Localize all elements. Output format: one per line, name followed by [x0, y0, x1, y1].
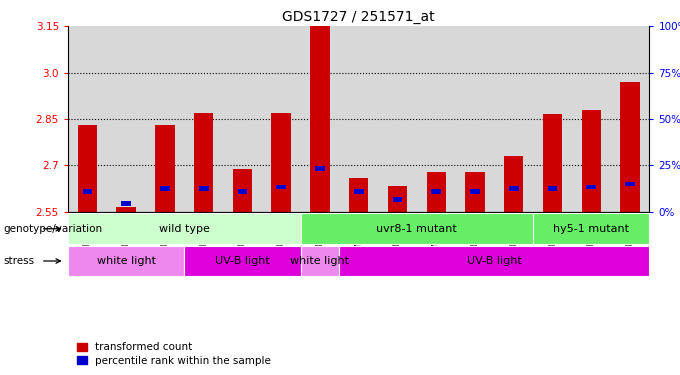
Bar — [625, 182, 635, 186]
Bar — [470, 189, 480, 194]
Bar — [107, 26, 146, 212]
Bar — [572, 26, 611, 212]
Text: stress: stress — [3, 256, 35, 266]
Bar — [392, 197, 403, 202]
Legend: transformed count, percentile rank within the sample: transformed count, percentile rank withi… — [73, 338, 275, 370]
Bar — [620, 82, 640, 212]
Bar — [417, 26, 456, 212]
Title: GDS1727 / 251571_at: GDS1727 / 251571_at — [282, 10, 435, 24]
Bar — [194, 113, 214, 212]
Bar — [431, 189, 441, 194]
Bar — [465, 172, 485, 212]
Bar — [78, 125, 97, 212]
Text: white light: white light — [97, 256, 156, 266]
Bar — [426, 172, 446, 212]
Text: genotype/variation: genotype/variation — [3, 224, 103, 234]
Bar — [301, 26, 339, 212]
Text: hy5-1 mutant: hy5-1 mutant — [554, 224, 629, 234]
Bar — [310, 11, 330, 212]
Text: white light: white light — [290, 256, 350, 266]
Bar — [315, 166, 325, 171]
Bar — [547, 186, 558, 191]
Text: UV-B light: UV-B light — [215, 256, 270, 266]
Text: uvr8-1 mutant: uvr8-1 mutant — [377, 224, 457, 234]
Bar — [494, 26, 533, 212]
Bar — [237, 189, 248, 194]
Bar — [509, 186, 519, 191]
Bar — [82, 189, 92, 194]
Bar — [349, 178, 369, 212]
Bar — [339, 26, 378, 212]
Bar — [456, 26, 494, 212]
Bar — [271, 113, 291, 212]
Bar — [223, 26, 262, 212]
Bar — [586, 185, 596, 189]
Bar — [155, 125, 175, 212]
Bar — [233, 168, 252, 212]
Bar — [146, 26, 184, 212]
Bar — [581, 110, 601, 212]
Bar — [116, 207, 136, 212]
Bar — [533, 26, 572, 212]
Bar — [68, 26, 107, 212]
Text: UV-B light: UV-B light — [467, 256, 522, 266]
Bar — [378, 26, 417, 212]
Bar — [160, 186, 170, 191]
Bar — [199, 186, 209, 191]
Bar — [121, 201, 131, 206]
Bar — [184, 26, 223, 212]
Bar — [388, 186, 407, 212]
Bar — [543, 114, 562, 212]
Bar — [354, 189, 364, 194]
Text: wild type: wild type — [159, 224, 209, 234]
Bar — [276, 185, 286, 189]
Bar — [611, 26, 649, 212]
Bar — [504, 156, 524, 212]
Bar — [262, 26, 301, 212]
